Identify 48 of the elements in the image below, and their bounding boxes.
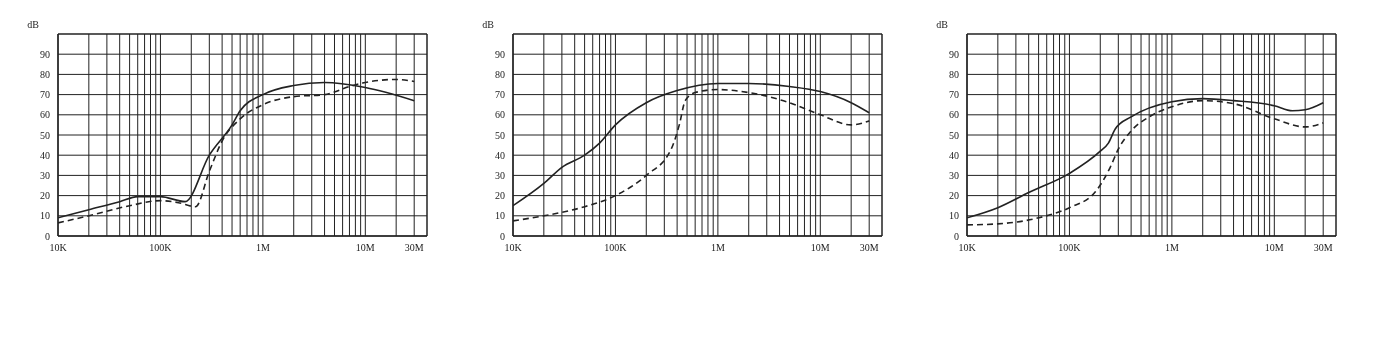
y-tick-label: 50 bbox=[949, 129, 959, 141]
x-tick-label: 10M bbox=[1264, 242, 1284, 254]
x-tick-label: 1M bbox=[1164, 242, 1179, 254]
y-tick-label: 90 bbox=[949, 48, 959, 60]
y-tick-label: 40 bbox=[949, 149, 959, 161]
y-tick-label: 80 bbox=[949, 68, 959, 80]
y-axis-title: dB bbox=[481, 19, 494, 30]
y-tick-label: 10 bbox=[494, 210, 505, 222]
y-tick-label: 60 bbox=[40, 109, 50, 121]
y-tick-label: 80 bbox=[494, 68, 505, 80]
y-tick-label: 50 bbox=[40, 129, 50, 141]
x-tick-label: 10K bbox=[958, 242, 977, 254]
x-tick-label: 10K bbox=[503, 242, 522, 254]
x-tick-label: 30M bbox=[859, 242, 879, 254]
x-tick-label: 10K bbox=[49, 242, 68, 254]
y-tick-label: 90 bbox=[40, 48, 50, 60]
x-tick-label: 30M bbox=[404, 242, 424, 254]
y-tick-label: 10 bbox=[40, 210, 50, 222]
x-tick-label: 100K bbox=[149, 242, 173, 254]
y-tick-label: 0 bbox=[45, 230, 50, 242]
y-tick-label: 20 bbox=[949, 190, 959, 202]
y-tick-label: 0 bbox=[499, 230, 505, 242]
y-tick-label: 80 bbox=[40, 68, 50, 80]
y-tick-label: 30 bbox=[40, 169, 50, 181]
y-tick-label: 20 bbox=[494, 190, 505, 202]
y-tick-label: 20 bbox=[40, 190, 50, 202]
y-tick-label: 0 bbox=[954, 230, 959, 242]
x-tick-label: 1M bbox=[255, 242, 270, 254]
y-tick-label: 50 bbox=[494, 129, 505, 141]
y-tick-label: 40 bbox=[40, 149, 50, 161]
y-tick-label: 10 bbox=[949, 210, 959, 222]
x-tick-label: 100K bbox=[603, 242, 627, 254]
y-tick-label: 30 bbox=[949, 169, 959, 181]
y-axis-title: dB bbox=[27, 19, 40, 30]
x-tick-label: 100K bbox=[1058, 242, 1082, 254]
y-tick-label: 90 bbox=[494, 48, 505, 60]
y-axis-title: dB bbox=[936, 19, 949, 30]
y-tick-label: 30 bbox=[494, 169, 505, 181]
y-tick-label: 70 bbox=[494, 89, 505, 101]
x-tick-label: 1M bbox=[710, 242, 725, 254]
y-tick-label: 60 bbox=[949, 109, 959, 121]
y-tick-label: 70 bbox=[949, 89, 959, 101]
x-tick-label: 10M bbox=[810, 242, 830, 254]
y-tick-label: 60 bbox=[494, 109, 505, 121]
y-tick-label: 70 bbox=[40, 89, 50, 101]
y-tick-label: 40 bbox=[494, 149, 505, 161]
x-tick-label: 10M bbox=[355, 242, 375, 254]
x-tick-label: 30M bbox=[1313, 242, 1333, 254]
